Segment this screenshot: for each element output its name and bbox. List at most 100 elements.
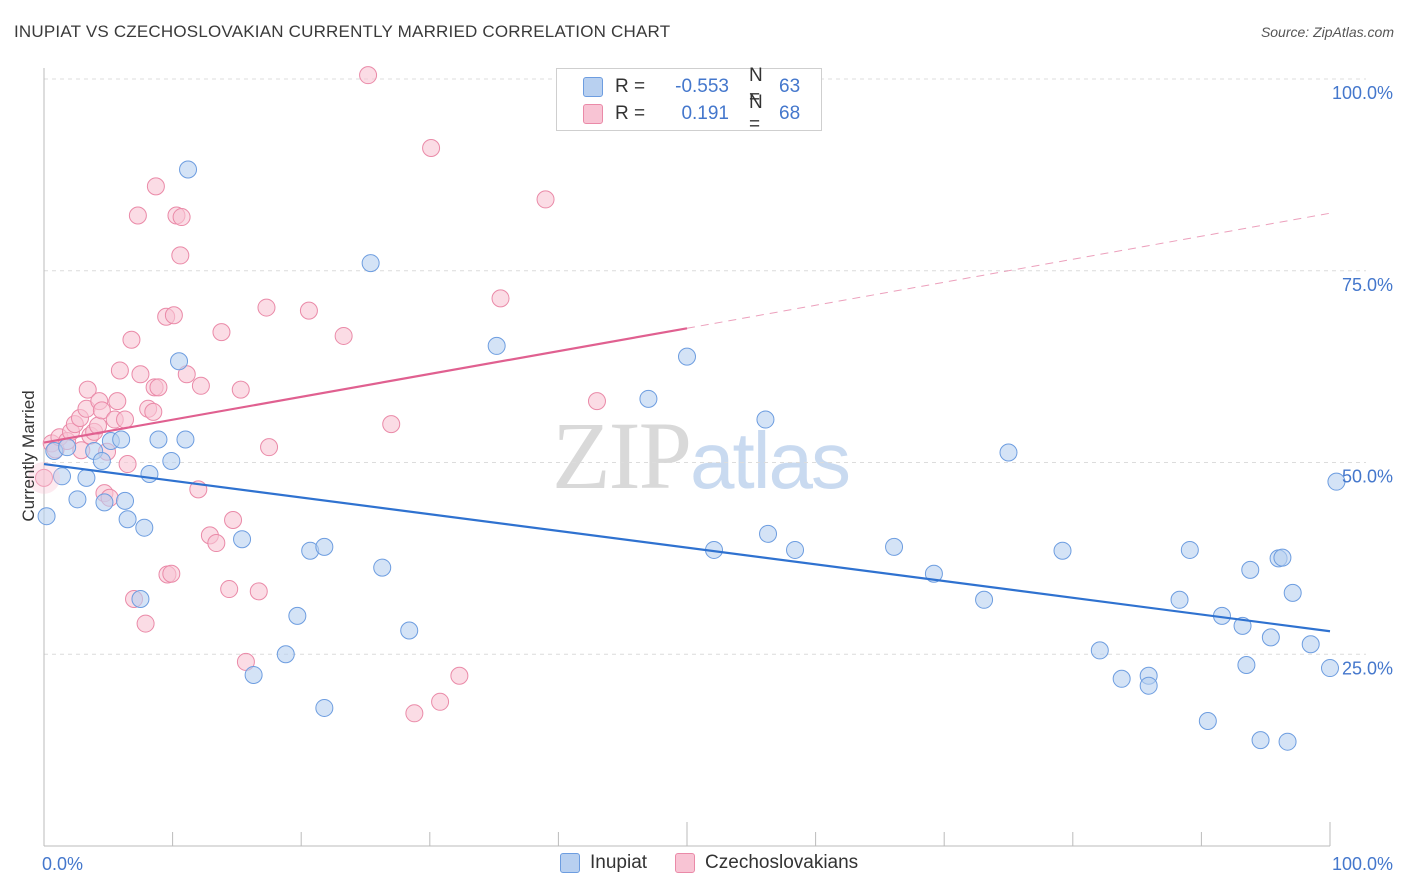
legend-r-value: -0.553 (675, 76, 729, 97)
inupiat-point (1273, 548, 1292, 567)
inupiat-point (179, 160, 198, 179)
inupiat-point (77, 468, 96, 487)
czechoslovakians-point (405, 704, 424, 723)
inupiat-point (756, 410, 775, 429)
czechoslovakians-point (78, 380, 97, 399)
czechoslovakians-point (299, 301, 318, 320)
watermark-zip: ZIP (552, 402, 692, 509)
inupiat-point (1237, 655, 1256, 674)
czechoslovakians-point (382, 415, 401, 434)
inupiat-point (400, 621, 419, 640)
series-legend: Inupiat Czechoslovakians (560, 852, 886, 874)
czechoslovakians-point-large (28, 461, 60, 494)
legend-row-czechoslovakians: R = 0.191 N = 68 (583, 92, 801, 135)
inupiat-point (1233, 616, 1252, 635)
correlation-legend: R = -0.553 N = 63 R = 0.191 N = 68 (556, 65, 822, 135)
source-label: Source: ZipAtlas.com (1260, 24, 1394, 40)
inupiat-point (315, 698, 334, 717)
czechoslovakians-point (118, 455, 137, 474)
y-tick-label: 25.0% (1342, 658, 1393, 678)
czechoslovakians-point (136, 614, 155, 633)
inupiat-point (678, 347, 696, 366)
inupiat-point (140, 465, 159, 484)
inupiat-point (361, 254, 380, 273)
inupiat-point (118, 510, 137, 529)
y-tick-label: 75.0% (1342, 275, 1393, 295)
x-tick-label: 100.0% (1332, 854, 1393, 874)
grid (44, 78, 1366, 655)
czechoslovakians-point (220, 580, 239, 599)
legend-n-value: 63 (779, 76, 801, 97)
inupiat-point (112, 430, 131, 449)
inupiat-point (1053, 541, 1072, 560)
inupiat-point (176, 430, 195, 449)
inupiat-point (1251, 731, 1270, 750)
inupiat-point (1170, 590, 1189, 609)
czechoslovakians-point (35, 468, 53, 487)
inupiat-point (37, 507, 56, 526)
inupiat-point (116, 491, 135, 510)
inupiat-point (1321, 659, 1339, 678)
legend-r-value: 0.191 (681, 103, 729, 124)
czechoslovakians-point (108, 392, 127, 411)
axes (43, 68, 1331, 847)
czechoslovakians-point (450, 666, 469, 685)
inupiat-point (95, 493, 114, 512)
inupiat-point (1278, 732, 1297, 751)
czechoslovakians-point (334, 326, 353, 345)
czechoslovakians-point (149, 378, 168, 397)
czechoslovakians-trend-line (43, 327, 688, 444)
inupiat-point (975, 590, 994, 609)
legend-n-value: 68 (779, 103, 801, 124)
watermark-atlas: atlas (690, 416, 851, 505)
czechoslovakians-point (587, 392, 606, 411)
inupiat-point (149, 430, 168, 449)
czechoslovakians-point (431, 692, 450, 711)
legend-swatch-czechoslovakians (583, 104, 603, 124)
czechoslovakians-point (231, 380, 250, 399)
inupiat-point (1327, 472, 1346, 491)
inupiat-point (53, 467, 72, 486)
inupiat-point (1090, 641, 1109, 660)
inupiat-point (1112, 669, 1131, 688)
czechoslovakians-point (207, 534, 226, 553)
inupiat-point (162, 451, 181, 470)
y-tick-label: 50.0% (1342, 467, 1393, 487)
czechoslovakians-point (191, 376, 210, 395)
inupiat-point (924, 564, 943, 583)
series-legend-inupiat: Inupiat (560, 852, 647, 874)
inupiat-point (68, 490, 87, 509)
series-swatch-czechoslovakians (675, 853, 696, 873)
inupiat-trend-line (43, 462, 1331, 633)
inupiat-point (373, 558, 392, 577)
inupiat-point (276, 645, 295, 664)
legend-n-label: N = (749, 92, 763, 135)
series-name-inupiat: Inupiat (590, 852, 648, 873)
czechoslovakians-point (122, 330, 141, 349)
legend-swatch-inupiat (583, 77, 603, 97)
inupiat-point (1261, 628, 1280, 647)
czechoslovakians-point (164, 306, 183, 325)
inupiat-point (786, 540, 805, 559)
inupiat-point (233, 530, 252, 549)
watermark: ZIPatlas (552, 400, 851, 511)
inupiat-point (131, 590, 150, 609)
czechoslovakians-point (536, 190, 555, 209)
czechoslovakians-point (92, 401, 111, 420)
czechoslovakians-point (212, 323, 231, 342)
czechoslovakians-point (257, 298, 276, 317)
inupiat-point (135, 518, 154, 537)
czechoslovakians-point (146, 177, 165, 196)
czechoslovakians-point (491, 289, 510, 308)
inupiat-point (759, 524, 778, 543)
inupiat-point (1198, 711, 1217, 730)
x-tick-label: 0.0% (42, 854, 83, 874)
inupiat-point (999, 443, 1018, 462)
czechoslovakians-point (260, 438, 279, 457)
inupiat-point (170, 352, 189, 371)
czechoslovakians-point (422, 139, 441, 158)
chart-title: INUPIAT VS CZECHOSLOVAKIAN CURRENTLY MAR… (14, 22, 671, 41)
czechoslovakians-point (131, 365, 150, 384)
axis-labels: 100.0% 75.0% 50.0% 25.0% 0.0% 100.0% Currently… (19, 83, 1393, 874)
